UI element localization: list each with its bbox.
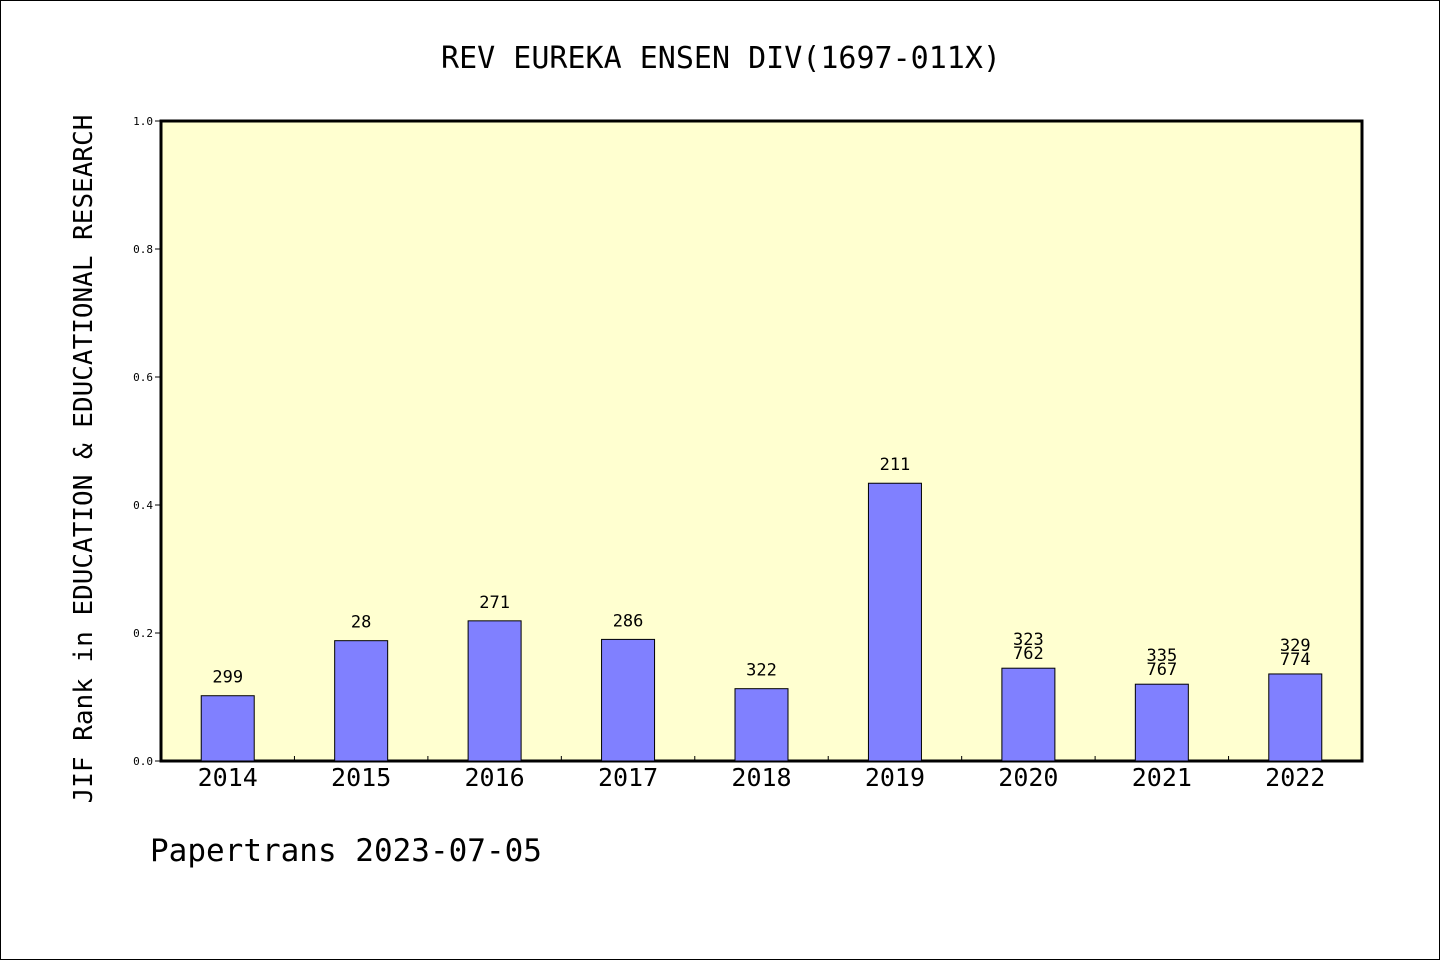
- x-tick-label: 2018: [731, 763, 791, 792]
- x-tick-label: 2016: [465, 763, 525, 792]
- x-tick-label: 2020: [998, 763, 1058, 792]
- y-tick-label: 0.8: [133, 243, 153, 256]
- bar-2015: [334, 640, 389, 762]
- y-tick-label: 0.2: [133, 627, 153, 640]
- data-label: 271: [479, 593, 510, 613]
- bar-2022: [1268, 673, 1323, 762]
- chart-title: REV EUREKA ENSEN DIV(1697-011X): [441, 41, 1001, 76]
- data-label: 211: [880, 455, 911, 475]
- data-label: 335: [1146, 646, 1177, 666]
- x-tick-label: 2014: [198, 763, 258, 792]
- bar-2014: [200, 695, 255, 762]
- x-tick-label: 2019: [865, 763, 925, 792]
- bar-2020: [1001, 667, 1056, 762]
- data-label: 329: [1280, 636, 1311, 656]
- data-label: 286: [613, 611, 644, 631]
- y-axis-label: JIF Rank in EDUCATION & EDUCATIONAL RESE…: [69, 115, 99, 804]
- ticks-layer: 0.0 0.2 0.4 0.6 0.8 1.0: [133, 115, 1230, 768]
- bar-2019: [867, 482, 922, 762]
- x-tick-label: 2015: [331, 763, 391, 792]
- x-tick-label: 2017: [598, 763, 658, 792]
- data-label: 767: [1146, 660, 1177, 680]
- y-tick-label: 0.6: [133, 371, 153, 384]
- bar-2016: [467, 620, 522, 762]
- data-label: 323: [1013, 630, 1044, 650]
- y-tick-label: 0.0: [133, 755, 153, 768]
- bar-2017: [601, 638, 656, 762]
- labels-layer: 2014 299 2015 28 2016 271 2017 286 2018 322 2019 21…: [198, 455, 1326, 792]
- x-tick-label: 2021: [1132, 763, 1192, 792]
- bar-2021: [1134, 683, 1189, 762]
- data-label: 762: [1013, 644, 1044, 664]
- data-label: 28: [351, 613, 371, 633]
- y-tick-label: 0.4: [133, 499, 153, 512]
- footer-credit: Papertrans 2023-07-05: [150, 833, 542, 869]
- bars-layer: [200, 482, 1323, 762]
- x-tick-label: 2022: [1265, 763, 1325, 792]
- data-label: 299: [212, 668, 243, 688]
- y-tick-label: 1.0: [133, 115, 153, 128]
- bar-2018: [734, 688, 789, 762]
- data-label: 322: [746, 661, 777, 681]
- data-label: 774: [1280, 650, 1311, 670]
